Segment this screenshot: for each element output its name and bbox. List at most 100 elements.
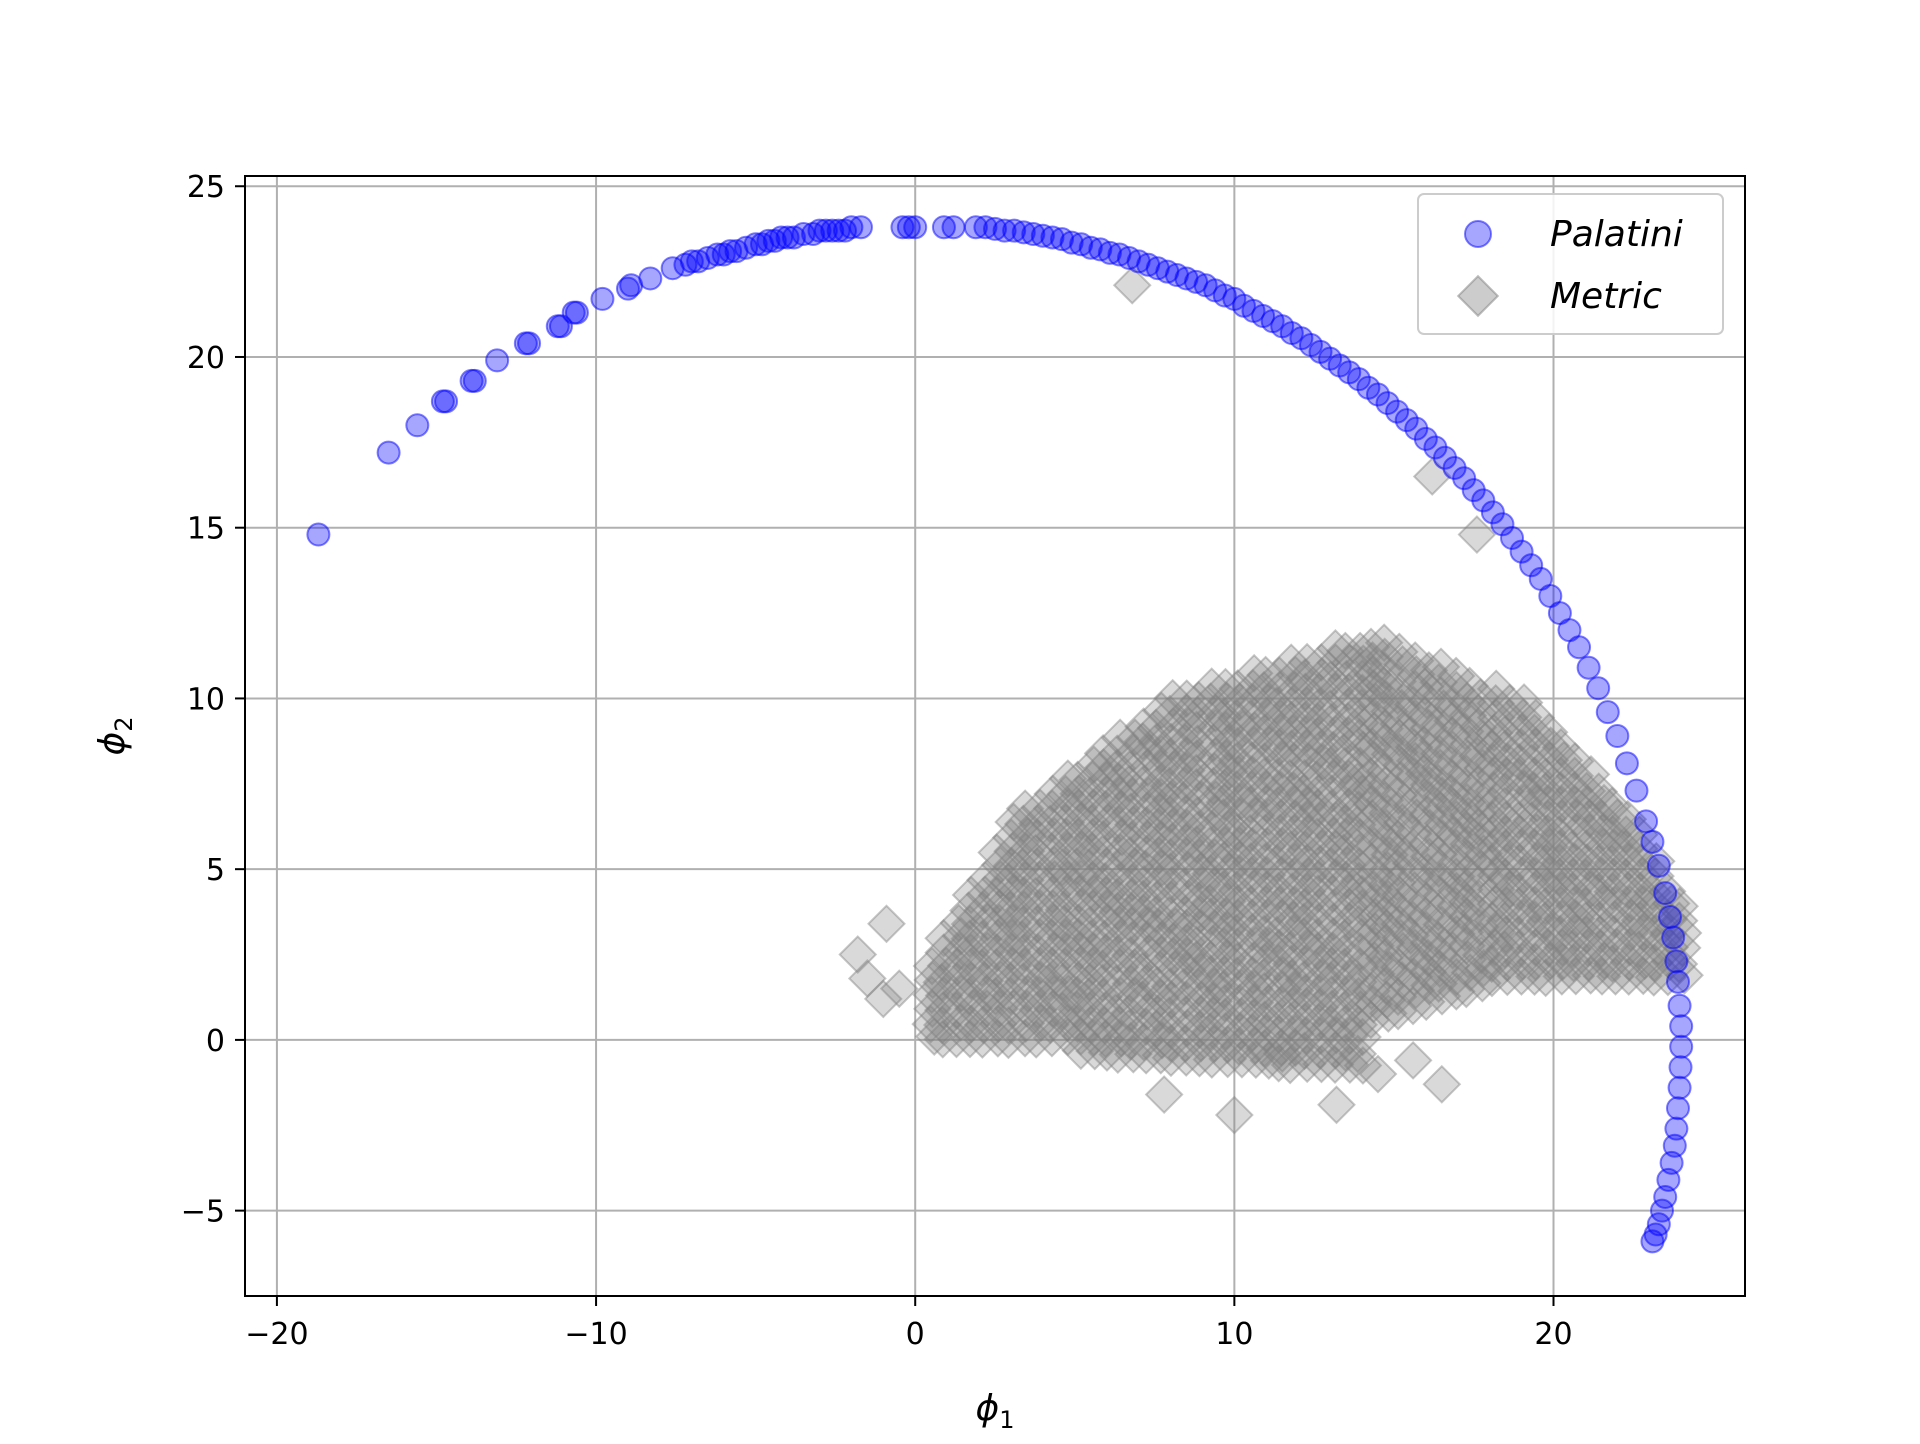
metric-point — [1636, 899, 1676, 939]
metric-point — [1354, 697, 1394, 737]
metric-point — [1517, 812, 1556, 852]
metric-point — [1329, 758, 1368, 798]
metric-point — [1206, 896, 1246, 936]
palatini-point — [1365, 382, 1390, 407]
metric-point — [1339, 861, 1379, 901]
metric-point — [1328, 845, 1367, 885]
metric-point — [978, 1004, 1018, 1044]
metric-point — [1330, 901, 1370, 941]
metric-point — [1263, 826, 1302, 866]
metric-point — [1340, 746, 1380, 786]
metric-point — [1262, 1034, 1302, 1073]
metric-point — [1570, 812, 1610, 852]
metric-point — [1070, 991, 1110, 1031]
metric-point — [1611, 898, 1651, 938]
metric-point — [1370, 734, 1410, 774]
metric-point — [1033, 989, 1073, 1029]
metric-point — [1310, 746, 1350, 786]
metric-point — [1284, 902, 1324, 942]
metric-point — [1448, 839, 1488, 879]
metric-point — [1260, 813, 1300, 853]
metric-point — [1419, 935, 1459, 975]
metric-point — [1086, 990, 1125, 1030]
metric-point — [1137, 722, 1176, 762]
metric-point — [1071, 918, 1111, 958]
metric-point — [1326, 860, 1366, 900]
metric-point — [1326, 1004, 1365, 1044]
metric-point — [1257, 843, 1297, 883]
metric-point — [1472, 800, 1512, 840]
metric-point — [1288, 800, 1327, 840]
metric-point — [1176, 753, 1216, 793]
metric-point — [1316, 1030, 1355, 1070]
metric-point — [1178, 695, 1217, 735]
metric-point — [1123, 980, 1162, 1020]
metric-point — [1459, 879, 1499, 919]
metric-point — [1270, 930, 1310, 970]
data-points — [306, 215, 1704, 1254]
metric-point — [1450, 953, 1490, 992]
metric-point — [1367, 808, 1406, 848]
metric-point — [1408, 938, 1448, 978]
metric-point — [1541, 756, 1581, 796]
metric-point — [1433, 930, 1473, 970]
metric-point — [1042, 848, 1082, 888]
metric-point — [1259, 928, 1299, 968]
metric-point — [1447, 682, 1487, 721]
metric-point — [1142, 935, 1181, 974]
metric-point — [1542, 899, 1582, 939]
metric-point — [1115, 976, 1155, 1016]
palatini-point — [820, 218, 845, 243]
metric-point — [1366, 722, 1406, 762]
metric-point — [1141, 777, 1181, 817]
metric-point — [922, 962, 962, 1002]
metric-point — [1032, 946, 1072, 986]
metric-point — [1606, 858, 1646, 897]
metric-point — [1047, 931, 1087, 971]
metric-point — [1168, 850, 1208, 890]
metric-point — [1274, 900, 1314, 940]
metric-point — [1086, 875, 1126, 915]
metric-point — [1149, 895, 1189, 935]
palatini-point — [1664, 949, 1689, 974]
metric-point — [1623, 956, 1663, 996]
metric-point — [1163, 781, 1203, 821]
palatini-point — [807, 218, 832, 243]
metric-point — [1338, 962, 1378, 1002]
metric-point — [1530, 827, 1569, 867]
metric-point — [1609, 957, 1649, 996]
metric-point — [1620, 900, 1660, 940]
metric-point — [941, 1002, 981, 1042]
metric-point — [949, 976, 989, 1016]
metric-point — [1500, 814, 1540, 854]
metric-point — [1457, 515, 1497, 554]
metric-point — [1284, 773, 1324, 813]
metric-point — [1299, 902, 1339, 942]
metric-point — [1287, 1044, 1327, 1084]
metric-point — [1366, 679, 1406, 719]
y-tick-label: 0 — [206, 1024, 225, 1059]
metric-point — [1515, 871, 1554, 911]
metric-point — [1206, 667, 1245, 707]
metric-point — [1195, 966, 1234, 1006]
metric-point — [1275, 655, 1315, 695]
x-tick-label: 10 — [1215, 1317, 1253, 1352]
metric-point — [1339, 832, 1379, 872]
metric-point — [1109, 993, 1149, 1033]
metric-point — [1317, 1085, 1356, 1125]
metric-point — [1517, 783, 1557, 823]
metric-point — [1326, 659, 1366, 699]
metric-point — [1032, 918, 1072, 958]
metric-point — [1635, 885, 1674, 925]
axis-ticks: −20 −10 0 10 20 −5 0 5 10 15 20 25 — [181, 170, 1573, 1352]
metric-point — [1258, 1001, 1298, 1041]
metric-point — [1155, 949, 1195, 989]
metric-point — [1245, 1000, 1285, 1040]
metric-point — [1191, 854, 1231, 894]
metric-point — [1450, 666, 1490, 706]
metric-point — [1259, 656, 1299, 696]
metric-point — [940, 931, 980, 971]
palatini-point — [1509, 539, 1534, 564]
metric-point — [1625, 941, 1665, 981]
metric-point — [1528, 813, 1568, 853]
